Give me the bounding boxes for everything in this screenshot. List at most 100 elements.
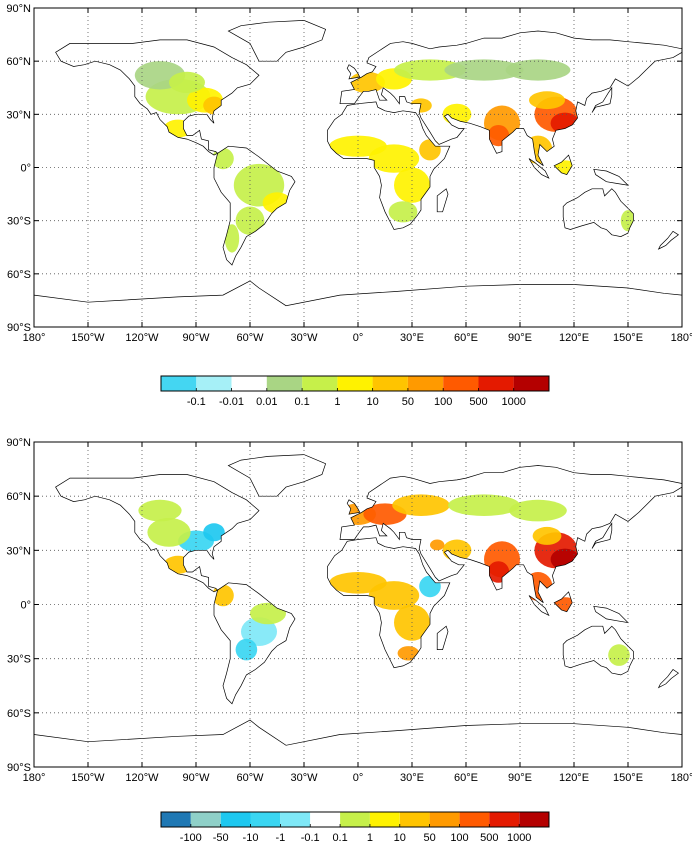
lat-label: 30°N	[6, 109, 31, 121]
colorbar-swatch	[478, 376, 514, 391]
lat-label: 90°N	[6, 437, 31, 449]
lon-label: 150°W	[71, 332, 105, 344]
data-cell	[169, 71, 205, 93]
colorbar-swatch	[443, 376, 479, 391]
colorbar-label: -50	[213, 832, 229, 842]
colorbar-label: 50	[423, 832, 435, 842]
colorbar-label: -10	[243, 832, 259, 842]
coastline-africa	[327, 101, 451, 230]
colorbar: -0.1 -0.01 0.01 0.1 1 10 50 100 500 1000	[160, 375, 550, 408]
coastline-britain	[346, 64, 361, 80]
colorbar-label: 100	[434, 396, 452, 408]
data-cell	[608, 644, 630, 666]
colorbar-label: -0.1	[187, 396, 206, 408]
colorbar-label: -100	[180, 832, 202, 842]
land-newZealand	[658, 231, 679, 249]
lon-label: 30°E	[400, 332, 424, 344]
data-cell	[388, 201, 418, 223]
lon-label: 150°W	[71, 772, 105, 784]
land-greenland	[228, 20, 326, 62]
land-newGuinea	[593, 606, 628, 623]
data-cell	[430, 539, 445, 551]
colorbar-swatch	[429, 812, 460, 827]
lon-label: 60°W	[236, 332, 264, 344]
lat-label: 30°S	[7, 654, 31, 666]
colorbar-swatch	[302, 376, 338, 391]
data-cell	[532, 526, 562, 545]
lon-label: 150°E	[613, 772, 643, 784]
land-newGuinea	[593, 169, 628, 186]
lon-label: 180°	[671, 332, 692, 344]
colorbar-swatch	[372, 376, 408, 391]
colorbar-label: 10	[394, 832, 406, 842]
land-newZealand	[658, 669, 679, 688]
lon-label: 90°E	[508, 332, 532, 344]
land-madagascar	[437, 626, 448, 650]
coastline-southAmerica	[213, 145, 296, 266]
coastline-madagascar	[436, 188, 449, 213]
colorbar-label: 0.01	[256, 396, 277, 408]
lat-label: 60°N	[6, 491, 31, 503]
colorbar-label: 500	[480, 832, 498, 842]
data-cell	[224, 224, 240, 253]
coastline-southAmerica	[213, 582, 296, 705]
lat-label: 30°N	[6, 545, 31, 557]
colorbar-swatch	[196, 376, 232, 391]
coastline-africa	[327, 537, 451, 669]
colorbar-swatch	[161, 812, 191, 827]
lon-label: 120°E	[559, 772, 589, 784]
coastline-borneo	[553, 591, 573, 613]
colorbar-label: 1	[334, 396, 340, 408]
data-cell	[203, 523, 225, 542]
coastline-newZealand	[657, 230, 680, 250]
coastline-northAmerica	[55, 474, 260, 593]
colorbar-swatch	[161, 376, 197, 391]
colorbar-swatch	[519, 812, 549, 827]
data-cell	[394, 167, 430, 203]
lat-label: 0°	[20, 163, 31, 175]
data-cell	[368, 144, 420, 173]
data-cell	[397, 646, 420, 661]
colorbar-swatch	[266, 376, 303, 391]
colorbar-swatch	[369, 812, 400, 827]
coastline-britain	[346, 499, 361, 515]
colorbar-label: 50	[402, 396, 414, 408]
map-layers	[34, 20, 682, 327]
lon-label: 60°E	[454, 332, 478, 344]
colorbar-swatch	[190, 812, 221, 827]
colorbar-label: -0.1	[301, 832, 320, 842]
colorbar-label: 0.1	[332, 832, 347, 842]
data-cell	[138, 499, 182, 522]
colorbar-swatch	[231, 376, 267, 391]
lon-label: 60°W	[236, 772, 264, 784]
data-cell	[392, 494, 450, 516]
colorbar-swatch	[407, 376, 444, 391]
colorbar-swatch	[489, 812, 520, 827]
data-cell	[505, 59, 571, 81]
coastline-newGuinea	[593, 168, 630, 186]
land-antarctica	[34, 720, 682, 767]
coastline-northAmerica	[55, 39, 260, 156]
coastline-japan	[591, 522, 613, 549]
lon-label: 120°W	[125, 332, 159, 344]
lon-label: 180°	[23, 332, 46, 344]
land-greenland	[228, 454, 326, 497]
coastline-antarctica	[34, 280, 682, 327]
colorbar-swatch	[280, 812, 311, 827]
data-cell	[368, 581, 420, 610]
land-sumatra	[529, 595, 549, 616]
coastline-newZealand	[657, 669, 680, 689]
coastline-japan	[591, 86, 613, 113]
lon-label: 180°	[671, 772, 692, 784]
colorbar-label: 1	[367, 832, 373, 842]
lon-label: 30°W	[290, 772, 318, 784]
lat-label: 90°N	[6, 3, 31, 15]
lon-label: 0°	[353, 772, 364, 784]
land-japan	[592, 523, 612, 549]
lat-label: 60°S	[7, 708, 31, 720]
lat-label: 60°S	[7, 269, 31, 281]
colorbar-label: -0.01	[219, 396, 244, 408]
lon-label: 90°W	[182, 772, 210, 784]
